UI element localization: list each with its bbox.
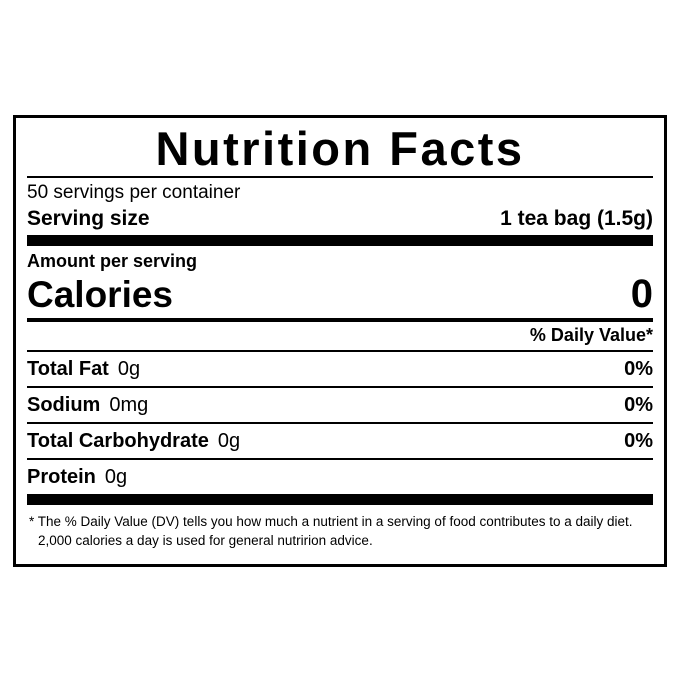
- nutrient-amount: 0g: [104, 466, 128, 488]
- nutrient-amount: 0g: [217, 430, 241, 452]
- daily-value-header: % Daily Value*: [529, 325, 653, 345]
- nutrient-daily-value: 0%: [624, 394, 653, 416]
- nutrient-daily-value: 0%: [624, 358, 653, 380]
- serving-size-label: Serving size: [27, 207, 150, 230]
- table-row: Sodium 0mg 0%: [27, 388, 653, 422]
- calories-label: Calories: [27, 274, 174, 315]
- thick-divider-bottom: [27, 494, 653, 505]
- nutrient-left: Total Fat 0g: [27, 356, 140, 382]
- row-divider: [27, 386, 653, 388]
- serving-size-value: 1 tea bag (1.5g): [500, 207, 653, 230]
- nutrient-name: Total Fat: [27, 358, 109, 380]
- nutrient-name: Total Carbohydrate: [27, 430, 209, 452]
- table-row: Total Carbohydrate 0g 0%: [27, 424, 653, 458]
- calories-divider: [27, 318, 653, 322]
- nutrient-name: Sodium: [27, 394, 101, 416]
- table-row: Protein 0g: [27, 460, 653, 494]
- nutrient-daily-value: 0%: [624, 430, 653, 452]
- calories-row: Calories 0: [27, 273, 653, 318]
- title-divider: [27, 176, 653, 178]
- servings-per-container: 50 servings per container: [27, 182, 241, 203]
- nutrient-name: Protein: [27, 466, 96, 488]
- row-divider: [27, 422, 653, 424]
- page-title: Nutrition Facts: [155, 122, 525, 175]
- amount-per-serving-label: Amount per serving: [27, 251, 198, 271]
- nutrition-facts-inner: Nutrition Facts 50 servings per containe…: [16, 118, 664, 564]
- nutrient-left: Sodium 0mg: [27, 392, 148, 418]
- serving-size-row: Serving size 1 tea bag (1.5g): [27, 205, 653, 235]
- daily-value-footnote: * The % Daily Value (DV) tells you how m…: [29, 514, 633, 548]
- daily-value-divider: [27, 350, 653, 352]
- nutrition-facts-label: Nutrition Facts 50 servings per containe…: [13, 115, 667, 567]
- nutrient-amount: 0mg: [109, 394, 149, 416]
- nutrient-amount: 0g: [117, 358, 141, 380]
- table-row: Total Fat 0g 0%: [27, 352, 653, 386]
- nutrient-left: Protein 0g: [27, 464, 127, 490]
- row-divider: [27, 458, 653, 460]
- thick-divider-top: [27, 235, 653, 246]
- nutrient-left: Total Carbohydrate 0g: [27, 428, 240, 454]
- calories-value: 0: [630, 272, 653, 316]
